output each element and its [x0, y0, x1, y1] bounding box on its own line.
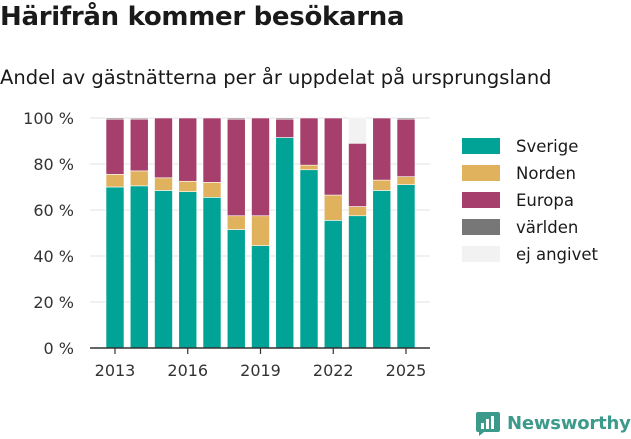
bar-segment-världen-2025[interactable]	[396, 117, 416, 120]
bar-segment-världen-2013[interactable]	[105, 117, 125, 120]
bar-group-2019[interactable]	[251, 117, 270, 349]
y-tick-label: 60 %	[33, 201, 74, 220]
bar-group-2025[interactable]	[396, 117, 416, 349]
bars	[105, 116, 416, 349]
bar-segment-Sverige-2013[interactable]	[105, 186, 125, 349]
bar-segment-Norden-2021[interactable]	[299, 164, 319, 171]
bar-segment-Sverige-2016[interactable]	[178, 191, 198, 349]
bar-segment-Sverige-2022[interactable]	[323, 220, 343, 349]
bar-segment-Europa-2016[interactable]	[178, 117, 198, 182]
bar-segment-Europa-2021[interactable]	[299, 117, 319, 166]
bar-segment-Norden-2013[interactable]	[105, 174, 125, 188]
y-tick-label: 100 %	[23, 109, 74, 128]
legend-swatch	[462, 138, 500, 154]
bar-segment-Europa-2017[interactable]	[202, 117, 222, 183]
bar-group-2016[interactable]	[178, 117, 198, 349]
bar-segment-Europa-2023[interactable]	[348, 143, 367, 207]
bar-segment-Norden-2024[interactable]	[372, 179, 392, 191]
bar-segment-Europa-2013[interactable]	[105, 118, 125, 175]
legend-label: ej angivet	[516, 245, 599, 264]
bar-group-2023[interactable]	[348, 117, 367, 349]
chart-subtitle: Andel av gästnätterna per år uppdelat på…	[0, 66, 552, 89]
y-tick-label: 0 %	[44, 339, 74, 358]
legend-label: Europa	[516, 191, 574, 210]
bar-segment-Sverige-2017[interactable]	[202, 197, 222, 349]
bar-segment-Sverige-2018[interactable]	[226, 229, 246, 349]
legend-item-Sverige[interactable]: Sverige	[462, 137, 578, 156]
bar-segment-Norden-2015[interactable]	[154, 177, 173, 191]
x-tick-label: 2019	[240, 361, 281, 380]
x-tick-label: 2025	[386, 361, 427, 380]
legend-swatch	[462, 246, 500, 262]
legend-swatch	[462, 192, 500, 208]
bar-segment-Europa-2025[interactable]	[396, 118, 416, 177]
bar-group-2013[interactable]	[105, 117, 125, 349]
legend-label: världen	[516, 218, 578, 237]
bar-segment-Sverige-2025[interactable]	[396, 184, 416, 349]
bar-segment-Europa-2020[interactable]	[275, 118, 295, 138]
bar-segment-Norden-2023[interactable]	[348, 206, 367, 217]
bar-group-2014[interactable]	[129, 116, 149, 349]
bar-segment-ej-angivet-2023[interactable]	[348, 117, 367, 144]
bar-group-2017[interactable]	[202, 117, 222, 349]
bar-segment-Norden-2014[interactable]	[129, 170, 149, 187]
x-tick-label: 2013	[95, 361, 136, 380]
bar-group-2015[interactable]	[154, 117, 173, 349]
bar-segment-Europa-2015[interactable]	[154, 117, 173, 179]
bar-segment-Norden-2016[interactable]	[178, 180, 198, 192]
y-axis-labels: 0 % 20 % 40 % 60 % 80 % 100 %	[23, 109, 74, 358]
legend-swatch	[462, 219, 500, 235]
legend-label: Norden	[516, 164, 576, 183]
brand-name: Newsworthy	[507, 412, 631, 434]
bar-segment-Norden-2025[interactable]	[396, 176, 416, 185]
bar-segment-Sverige-2023[interactable]	[348, 215, 367, 349]
bar-segment-Norden-2019[interactable]	[251, 215, 270, 246]
bar-group-2024[interactable]	[372, 117, 392, 349]
x-tick-label: 2016	[167, 361, 208, 380]
bar-segment-Sverige-2024[interactable]	[372, 190, 392, 349]
y-tick-label: 20 %	[33, 293, 74, 312]
bar-segment-världen-2020[interactable]	[275, 117, 295, 120]
legend-label: Sverige	[516, 137, 578, 156]
bar-segment-Europa-2014[interactable]	[129, 118, 149, 172]
bar-segment-Sverige-2019[interactable]	[251, 245, 270, 349]
bar-segment-Norden-2022[interactable]	[323, 194, 343, 221]
legend-item-världen[interactable]: världen	[462, 218, 578, 237]
legend-item-ej-angivet[interactable]: ej angivet	[462, 245, 599, 264]
bar-segment-världen-2018[interactable]	[226, 117, 246, 120]
bar-segment-Europa-2019[interactable]	[251, 117, 270, 217]
bar-segment-Sverige-2021[interactable]	[299, 169, 319, 349]
bar-group-2020[interactable]	[275, 117, 295, 349]
x-tick-label: 2022	[313, 361, 354, 380]
newsworthy-logo-icon	[476, 412, 500, 436]
bar-segment-Europa-2018[interactable]	[226, 118, 246, 217]
bar-segment-Norden-2018[interactable]	[226, 215, 246, 230]
bar-segment-Europa-2024[interactable]	[372, 117, 392, 181]
bar-group-2022[interactable]	[323, 117, 343, 349]
bar-segment-Sverige-2014[interactable]	[129, 185, 149, 349]
legend: Sverige Norden Europa världen ej angivet	[462, 137, 599, 264]
bar-segment-Sverige-2015[interactable]	[154, 190, 173, 349]
chart-title: Härifrån kommer besökarna	[0, 2, 405, 32]
bar-group-2021[interactable]	[299, 117, 319, 349]
bar-group-2018[interactable]	[226, 117, 246, 349]
x-axis: 2013 2016 2019 2022 2025	[90, 347, 430, 380]
bar-segment-Sverige-2020[interactable]	[275, 137, 295, 349]
legend-item-Europa[interactable]: Europa	[462, 191, 574, 210]
y-tick-label: 80 %	[33, 155, 74, 174]
legend-item-Norden[interactable]: Norden	[462, 164, 576, 183]
legend-swatch	[462, 165, 500, 181]
newsworthy-logo[interactable]: Newsworthy	[475, 407, 631, 439]
bar-segment-Norden-2017[interactable]	[202, 182, 222, 198]
bar-segment-Europa-2022[interactable]	[323, 117, 343, 196]
bar-segment-ej-angivet-2014[interactable]	[129, 116, 149, 119]
y-tick-label: 40 %	[33, 247, 74, 266]
